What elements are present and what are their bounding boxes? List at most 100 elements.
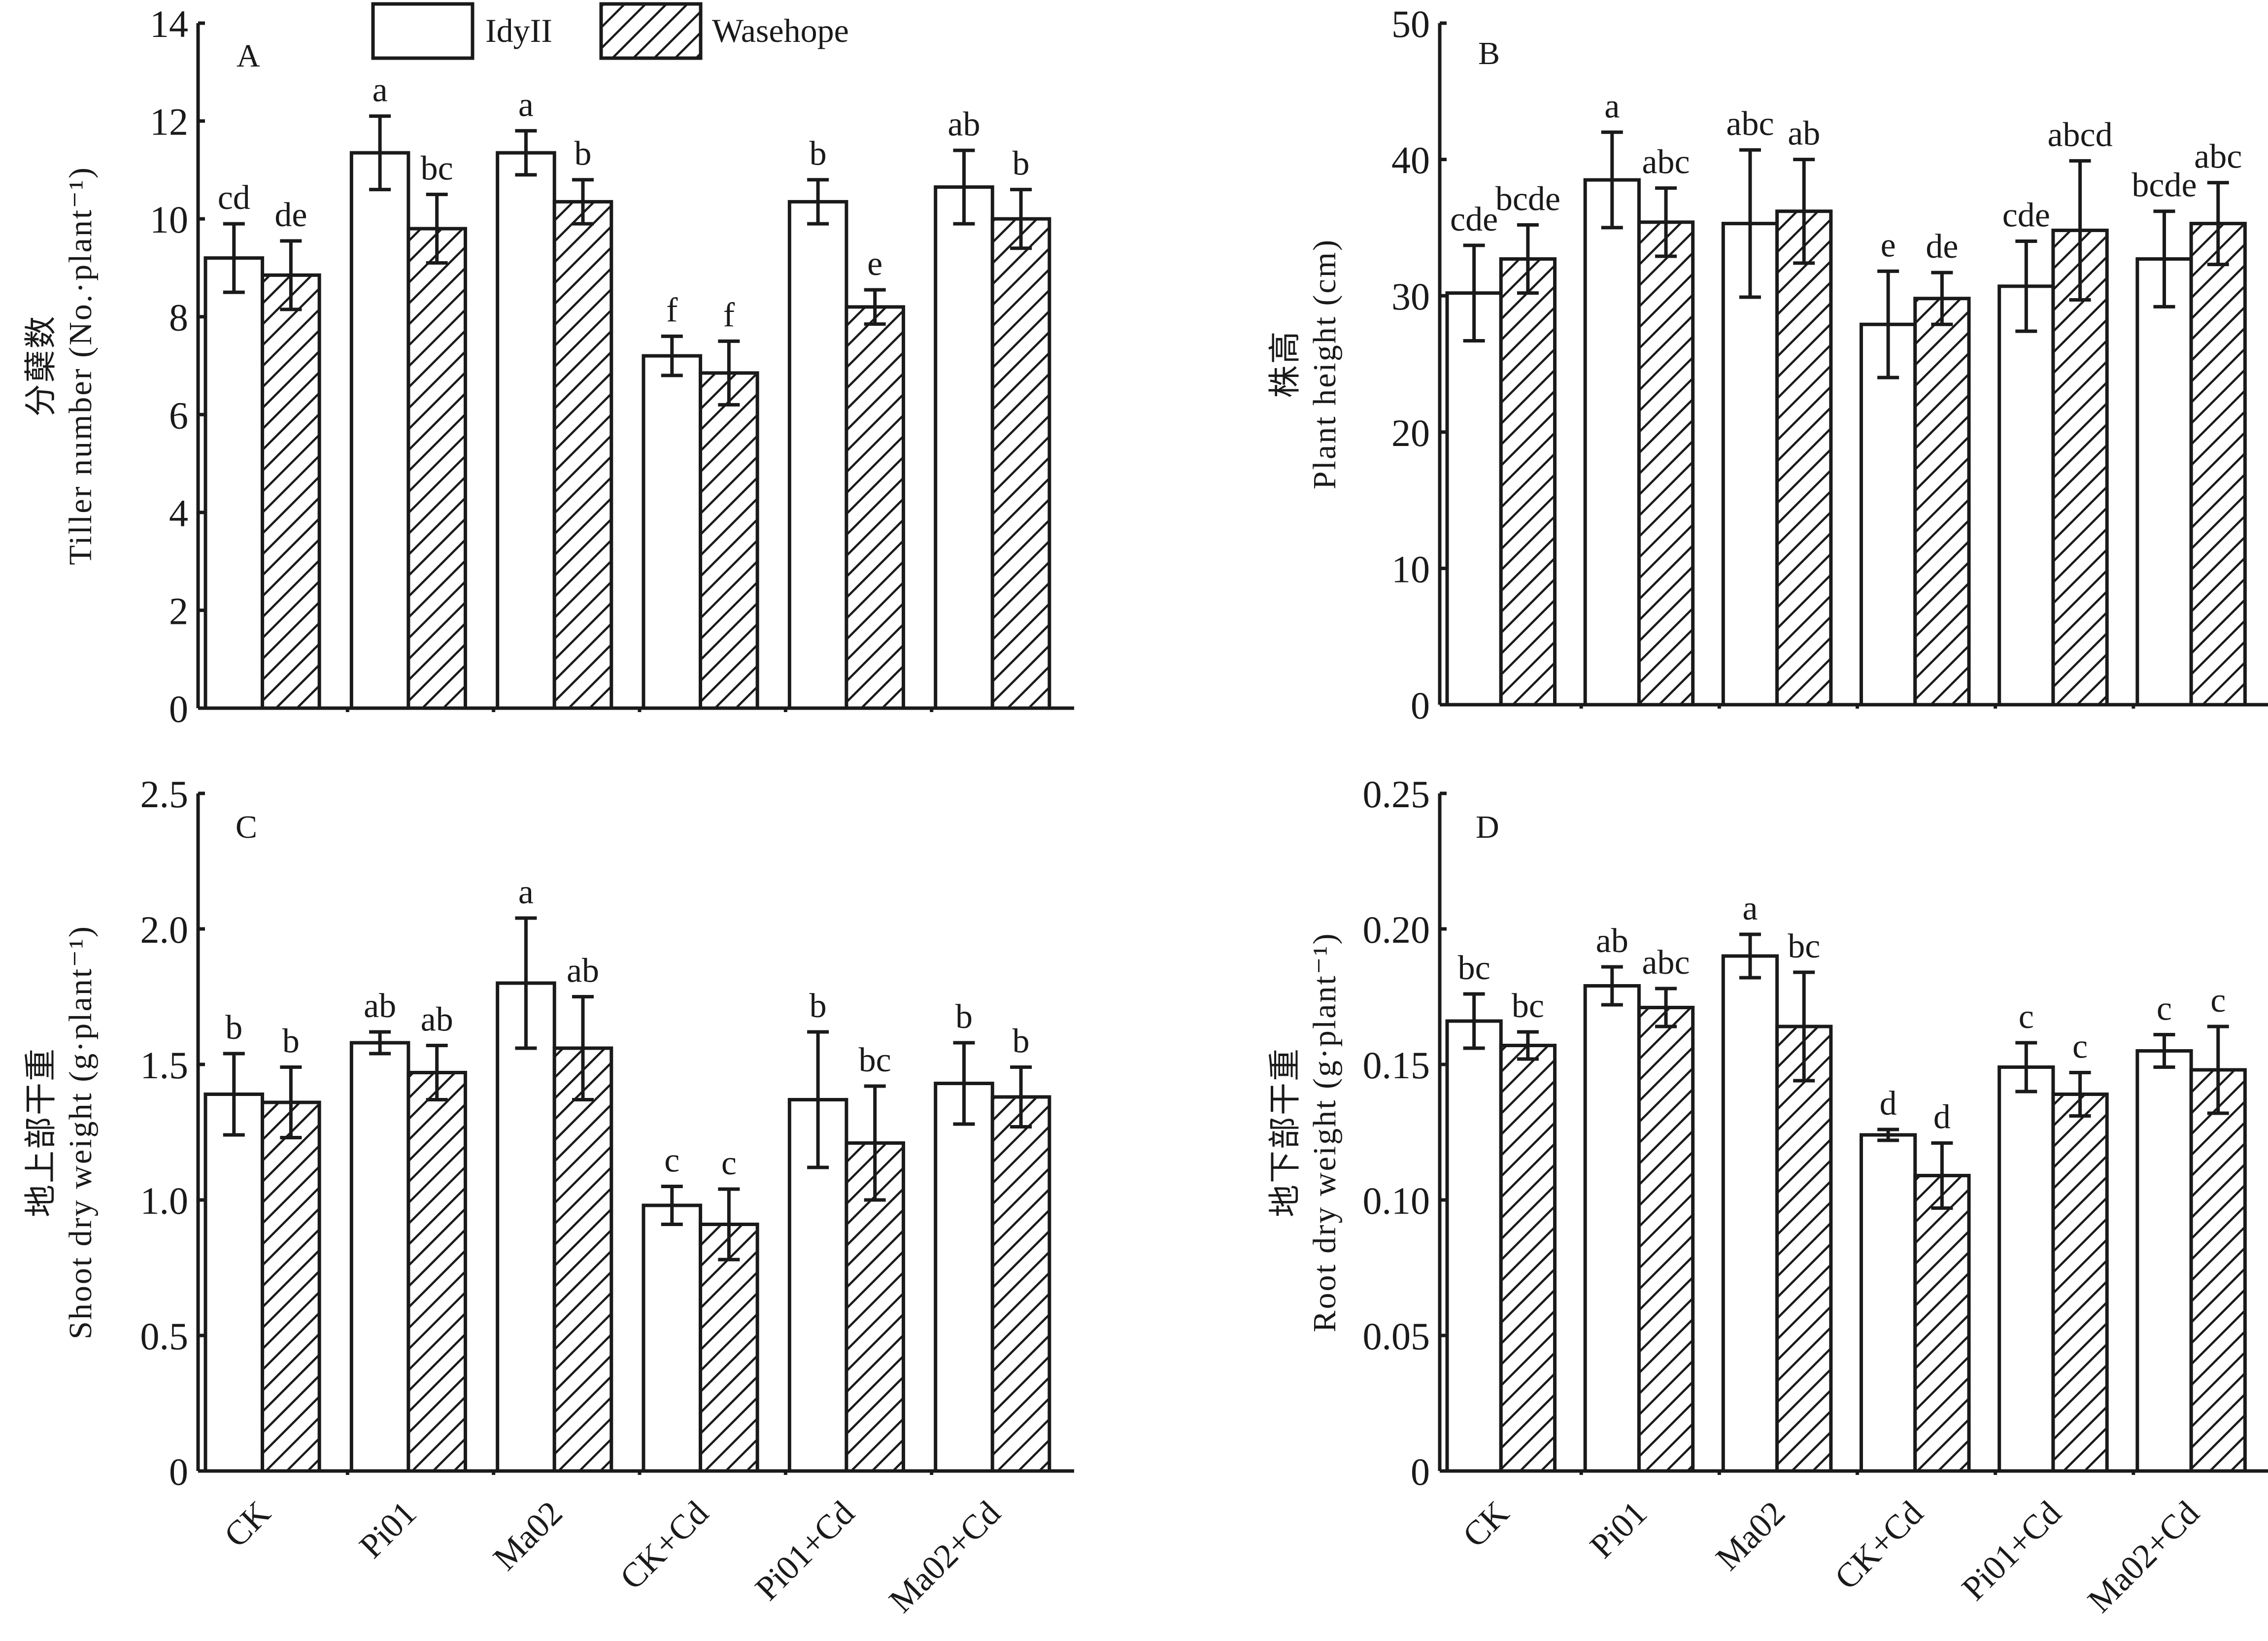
- y-tick-label: 0: [1411, 684, 1430, 727]
- y-tick-label: 0: [169, 1450, 188, 1493]
- y-axis-label-cn: 地上部干重: [23, 1047, 59, 1217]
- bar-wasehope-ck: [1499, 257, 1557, 707]
- y-tick-label: 0.25: [1363, 773, 1430, 816]
- bar-idyii-ck: [203, 1093, 265, 1473]
- bar-wasehope-ck: [261, 1100, 321, 1473]
- panel-d-root-dry-weight: 0 0.05 0.10 0.15 0.20 0.25 D 地下部干重 Root dry weig…: [1267, 773, 2268, 1620]
- significance-letter: abc: [1642, 944, 1690, 982]
- x-category-label: Pi01+Cd: [748, 1494, 862, 1608]
- bar-idyii-ma02: [496, 981, 556, 1473]
- significance-letter: c: [2072, 1028, 2088, 1066]
- significance-letter: b: [575, 135, 592, 173]
- y-axis-label-cn: 株高: [1267, 330, 1303, 398]
- y-tick-label: 2.0: [140, 908, 189, 951]
- bar-wasehope-pi01: [406, 1071, 467, 1473]
- significance-letter: e: [1881, 226, 1896, 264]
- x-category-label: CK+Cd: [613, 1494, 716, 1597]
- significance-letter: abc: [1642, 143, 1690, 181]
- panel-letter: A: [237, 38, 260, 74]
- significance-letter: bc: [421, 150, 453, 188]
- y-axis-label: Root dry weight (g·plant⁻¹): [1307, 932, 1343, 1333]
- bar-wasehope-ck-cd: [699, 1223, 759, 1473]
- y-tick-label: 40: [1391, 139, 1430, 182]
- x-category-label: CK+Cd: [1828, 1494, 1930, 1597]
- significance-letter: e: [867, 245, 882, 283]
- x-category-label: Ma02+Cd: [2081, 1494, 2207, 1620]
- bar-idyii-ma02: [1721, 954, 1779, 1473]
- bar-wasehope-ma02: [552, 200, 613, 710]
- significance-letter: a: [518, 86, 534, 124]
- panel-c-shoot-dry-weight: 0 0.5 1.0 1.5 2.0 2.5 C 地上部干重 Shoot dry weight (…: [23, 773, 1074, 1620]
- bar-idyii-ma02: [496, 151, 556, 710]
- y-tick-label: 20: [1391, 411, 1430, 454]
- y-tick-label: 6: [169, 394, 188, 437]
- bar-wasehope-pi01-cd: [2051, 1093, 2109, 1473]
- bar-wasehope-pi01-cd: [845, 305, 905, 710]
- bar-wasehope-pi01: [1637, 1006, 1695, 1473]
- legend: IdyII Wasehope: [371, 2, 849, 60]
- x-category-label: Ma02: [1709, 1494, 1793, 1578]
- significance-letter: b: [810, 987, 827, 1025]
- y-tick-label: 30: [1391, 275, 1430, 318]
- x-category-label: Pi01: [352, 1494, 424, 1566]
- y-tick-label: 14: [150, 2, 188, 45]
- significance-letter: ab: [421, 1001, 453, 1039]
- bar-wasehope-ck: [261, 273, 321, 710]
- bar-idyii-ma02-cd: [2135, 1049, 2193, 1473]
- significance-letter: abcd: [2047, 116, 2112, 154]
- significance-letter: b: [282, 1023, 300, 1060]
- significance-letter: cde: [2002, 197, 2050, 235]
- bar-wasehope-ma02: [1775, 209, 1833, 707]
- y-tick-label: 0.20: [1363, 908, 1430, 951]
- y-tick-label: 4: [169, 492, 188, 535]
- significance-letter: d: [1933, 1098, 1951, 1136]
- bar-wasehope-ma02: [552, 1046, 613, 1473]
- y-tick-label: 0.05: [1363, 1315, 1430, 1358]
- y-tick-label: 2.5: [140, 773, 189, 816]
- bar-wasehope-pi01: [1637, 220, 1695, 707]
- bar-idyii-pi01: [1583, 178, 1641, 707]
- bar-idyii-pi01: [349, 151, 410, 710]
- bar-idyii-ma02-cd: [2135, 257, 2193, 707]
- bar-wasehope-ck: [1499, 1044, 1557, 1473]
- y-tick-label: 12: [150, 101, 188, 143]
- panel-a-tiller-number: 0 2 4 6 8 10 12 14 A 分蘖数 Tiller number (No.·plant⁻…: [23, 2, 1074, 730]
- y-tick-label: 10: [1391, 547, 1430, 590]
- bar-wasehope-ma02-cd: [2189, 222, 2247, 707]
- y-axis-label: Plant height (cm): [1307, 239, 1343, 489]
- significance-letter: bcde: [2132, 167, 2197, 205]
- significance-letter: de: [274, 196, 307, 234]
- y-axis-label-cn: 分蘖数: [23, 315, 59, 417]
- significance-letter: bc: [859, 1041, 891, 1079]
- y-tick-label: 10: [150, 198, 188, 241]
- bar-wasehope-pi01: [406, 227, 467, 710]
- significance-letter: c: [2157, 990, 2172, 1028]
- y-tick-label: 0: [169, 687, 188, 730]
- significance-letter: bc: [1788, 927, 1820, 965]
- significance-letter: ab: [1596, 922, 1628, 960]
- y-tick-label: 1.5: [140, 1044, 189, 1087]
- significance-letter: ab: [948, 105, 980, 143]
- significance-letter: f: [666, 291, 678, 329]
- significance-letter: a: [1604, 87, 1620, 125]
- significance-letter: cde: [1450, 201, 1498, 239]
- bar-wasehope-ck-cd: [1913, 297, 1971, 707]
- bar-idyii-pi01: [1583, 984, 1641, 1473]
- significance-letter: b: [1013, 1023, 1030, 1060]
- bar-idyii-pi01-cd: [1997, 1065, 2055, 1473]
- significance-letter: de: [1926, 228, 1958, 266]
- x-category-label: CK: [1456, 1494, 1516, 1555]
- legend-swatch-idyii: [371, 2, 474, 60]
- significance-letter: bc: [1458, 949, 1490, 987]
- panel-letter: D: [1476, 809, 1499, 845]
- panel-letter: B: [1478, 35, 1500, 71]
- bar-wasehope-ck-cd: [699, 371, 759, 710]
- x-category-label: CK: [217, 1494, 278, 1555]
- bar-idyii-pi01: [349, 1041, 410, 1473]
- significance-letter: bc: [1512, 987, 1544, 1025]
- legend-label-wasehope: Wasehope: [712, 12, 849, 49]
- bar-wasehope-ma02-cd: [2189, 1068, 2247, 1473]
- significance-letter: b: [810, 135, 827, 173]
